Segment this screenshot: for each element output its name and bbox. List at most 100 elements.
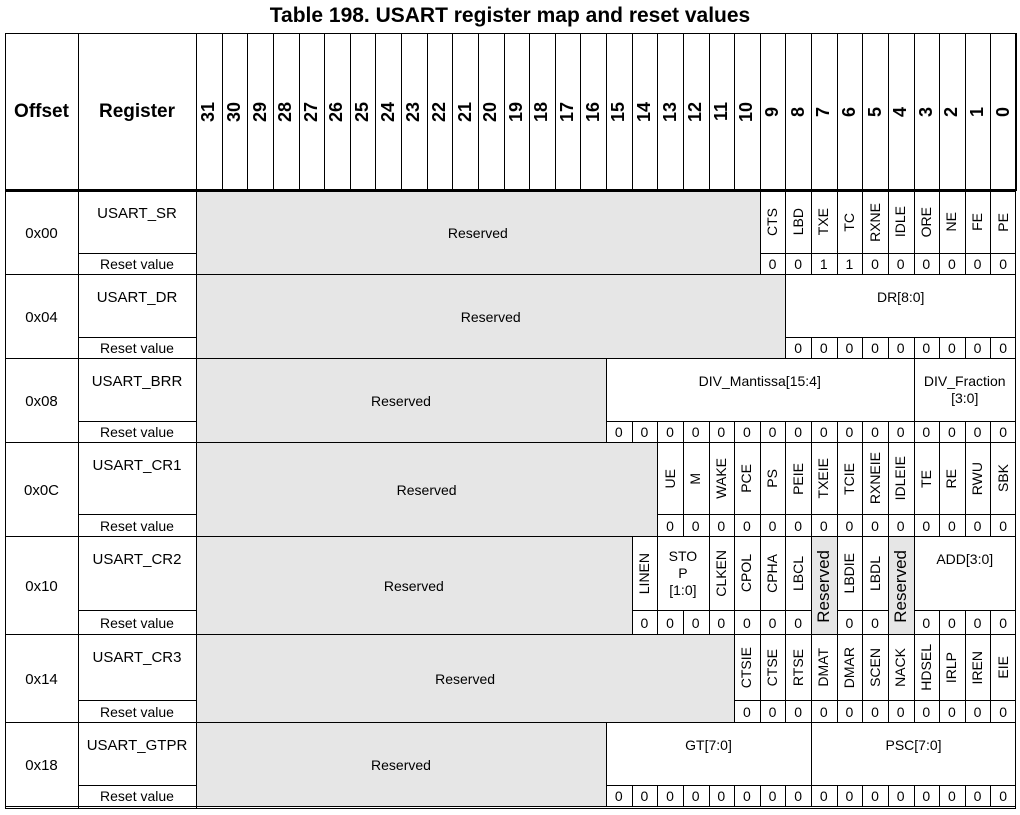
grid-line: [836, 785, 838, 807]
bit-field-label: LBDIE: [840, 553, 857, 594]
grid-line: [785, 610, 811, 611]
grid-line: [913, 537, 915, 635]
bit-field: LBD: [785, 191, 811, 253]
grid-line: [990, 337, 992, 359]
grid-line: [5, 33, 1016, 34]
grid-line: [887, 33, 889, 191]
grid-line: [811, 514, 837, 515]
reset-bit: 0: [871, 614, 879, 631]
header-register: Register: [98, 101, 176, 122]
reset-bit: 0: [871, 424, 879, 440]
reset-bit: 0: [743, 614, 751, 631]
grid-line: [78, 337, 196, 338]
reset-bit: 0: [973, 340, 982, 356]
reserved-label: Reserved: [814, 549, 834, 623]
reset-bit: 0: [896, 340, 905, 356]
reset-bit: 0: [819, 703, 828, 720]
grid-line: [298, 33, 300, 191]
reset-bit: 0: [819, 788, 828, 804]
reset-bit: 0: [691, 614, 700, 631]
bit-field-label: IREN: [969, 650, 986, 685]
bit-field: HDSEL: [914, 635, 940, 700]
grid-line: [862, 443, 864, 537]
reset-bit: 0: [999, 256, 1008, 272]
bit-field-label: UE: [661, 468, 678, 489]
grid-line: [734, 785, 736, 807]
bit-field-label: CPHA: [764, 554, 781, 593]
reset-bit: 0: [819, 517, 828, 534]
register-name: USART_SR: [97, 205, 177, 222]
grid-line: [529, 33, 531, 191]
grid-line: [887, 337, 889, 359]
reset-value-label: Reset value: [100, 517, 174, 534]
grid-line: [990, 785, 992, 807]
reset-bit: 0: [922, 517, 931, 534]
bit-number-header: 28: [273, 33, 299, 191]
grid-line: [759, 421, 761, 443]
register-offset: 0x08: [25, 392, 58, 410]
grid-line: [862, 785, 864, 807]
grid-line: [708, 537, 710, 635]
reset-bit: 0: [922, 256, 931, 272]
reserved-field: Reserved: [887, 537, 914, 635]
grid-line: [785, 275, 787, 359]
grid-line: [836, 421, 838, 443]
bit-field: TC: [837, 191, 863, 253]
reset-value-label: Reset value: [100, 340, 174, 356]
reset-bit: 0: [896, 424, 905, 440]
grid-line: [78, 785, 196, 786]
reset-bit: 0: [973, 517, 982, 534]
grid-line: [913, 610, 1016, 611]
reset-value-label: Reset value: [100, 788, 174, 804]
grid-line: [5, 442, 1016, 443]
bit-field: PCE: [734, 443, 760, 514]
bit-number-header: 18: [529, 33, 555, 191]
reset-bit: 0: [640, 614, 649, 631]
reset-bit: 0: [948, 614, 956, 631]
bit-field-label: PCE: [738, 464, 755, 493]
reset-value-label: Reset value: [100, 703, 174, 720]
reserved-field: Reserved: [196, 537, 632, 635]
grid-line: [836, 337, 838, 359]
bit-number-header: 21: [452, 33, 478, 191]
grid-line: [913, 443, 915, 537]
reset-bit: 0: [640, 424, 649, 440]
grid-line: [939, 337, 941, 359]
grid-line: [887, 537, 889, 635]
grid-line: [759, 537, 761, 635]
bit-field-label: PS: [764, 469, 781, 488]
reset-bit: 0: [768, 614, 777, 631]
grid-line: [734, 537, 736, 635]
grid-line: [836, 635, 838, 723]
bit-number-header: 0: [990, 33, 1016, 191]
grid-line: [887, 785, 889, 807]
bit-field-label: RWU: [969, 461, 986, 496]
bit-field-label: TC: [840, 212, 857, 232]
reserved-field: Reserved: [811, 537, 837, 635]
grid-line: [964, 443, 966, 537]
grid-line: [862, 253, 888, 254]
grid-line: [964, 337, 966, 359]
bit-field: IDLE: [888, 191, 914, 253]
grid-line: [811, 421, 812, 443]
grid-line: [887, 191, 889, 275]
grid-line: [349, 33, 351, 191]
grid-line: [811, 253, 837, 254]
bit-field-label: RXNE: [866, 202, 883, 242]
grid-line: [657, 610, 709, 611]
grid-line: [196, 33, 197, 809]
bit-field: RTSE: [785, 635, 811, 700]
bit-field: NACK: [888, 635, 914, 700]
grid-line: [862, 610, 888, 611]
grid-line: [631, 537, 633, 635]
bit-field-label: TXE: [815, 208, 832, 236]
grid-line: [734, 610, 760, 611]
bit-number-header: 26: [324, 33, 350, 191]
grid-line: [862, 537, 864, 635]
grid-line: [990, 514, 1016, 515]
grid-line: [964, 610, 966, 635]
reset-bit: 0: [717, 614, 726, 631]
reserved-field: Reserved: [196, 723, 606, 807]
grid-line: [913, 635, 915, 723]
register-offset: 0x0C: [23, 481, 60, 499]
